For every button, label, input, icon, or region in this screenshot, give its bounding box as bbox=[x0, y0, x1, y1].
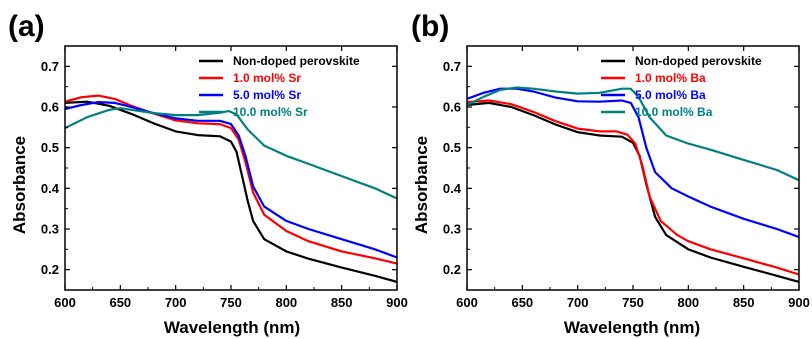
series-group bbox=[467, 86, 799, 283]
legend-label: 5.0 mol% Ba bbox=[635, 88, 706, 102]
panel-b: (b) 600 650 700 750 800 850 900 0.2 0.3 0.4 0.5 0.6… bbox=[411, 10, 810, 337]
y-axis-title: Absorbance bbox=[412, 136, 431, 234]
x-tick-label: 600 bbox=[456, 295, 478, 310]
x-tick-label: 800 bbox=[275, 295, 297, 310]
x-tick-label: 850 bbox=[331, 295, 353, 310]
y-tick-label: 0.5 bbox=[443, 140, 461, 155]
plot-frame bbox=[466, 45, 800, 291]
series-line-1 bbox=[467, 99, 799, 276]
y-tick-label: 0.2 bbox=[41, 262, 59, 277]
series-line-2 bbox=[467, 87, 799, 239]
x-tick-label: 700 bbox=[567, 295, 589, 310]
y-tick-label: 0.3 bbox=[443, 222, 461, 237]
plot-area: 600 650 700 750 800 850 900 0.2 0.3 0.4 0.5 0.6 0.7 N… bbox=[443, 45, 810, 310]
x-tick-label: 600 bbox=[54, 295, 76, 310]
panel-a: (a) 600 650 700 750 800 850 900 0.2 0.3 0.4 0.5 0.6… bbox=[8, 10, 408, 337]
series-line-1 bbox=[65, 94, 397, 265]
legend: Non-doped perovskite 1.0 mol% Ba 5.0 mol% … bbox=[601, 54, 762, 119]
y-tick-label: 0.3 bbox=[41, 222, 59, 237]
legend-label: 10.0 mol% Sr bbox=[233, 105, 308, 119]
legend-label: Non-doped perovskite bbox=[635, 54, 762, 68]
legend: Non-doped perovskite 1.0 mol% Sr 5.0 mol% … bbox=[199, 54, 360, 119]
x-tick-label: 700 bbox=[165, 295, 187, 310]
x-tick-label: 650 bbox=[109, 295, 131, 310]
series-line-0 bbox=[467, 101, 799, 283]
x-tick-label: 750 bbox=[622, 295, 644, 310]
y-tick-label: 0.5 bbox=[41, 140, 59, 155]
series-line-3 bbox=[65, 107, 397, 200]
legend-label: 1.0 mol% Ba bbox=[635, 71, 706, 85]
y-tick-label: 0.2 bbox=[443, 262, 461, 277]
legend-label: 1.0 mol% Sr bbox=[233, 71, 301, 85]
y-axis-title: Absorbance bbox=[10, 136, 29, 234]
x-axis-title: Wavelength (nm) bbox=[164, 318, 300, 337]
x-tick-label: 650 bbox=[511, 295, 533, 310]
series-group bbox=[65, 94, 397, 283]
plot-area: 600 650 700 750 800 850 900 0.2 0.3 0.4 0.5 0.6 0.7 N… bbox=[41, 45, 408, 310]
legend-label: Non-doped perovskite bbox=[233, 54, 360, 68]
x-tick-label: 900 bbox=[386, 295, 408, 310]
y-tick-label: 0.7 bbox=[443, 59, 461, 74]
series-line-0 bbox=[65, 100, 397, 283]
x-axis-title: Wavelength (nm) bbox=[564, 318, 700, 337]
y-tick-label: 0.6 bbox=[41, 100, 59, 115]
x-tick-label: 800 bbox=[677, 295, 699, 310]
x-tick-label: 900 bbox=[788, 295, 810, 310]
y-tick-label: 0.6 bbox=[443, 100, 461, 115]
series-line-2 bbox=[65, 101, 397, 259]
series-line-3 bbox=[467, 86, 799, 182]
panel-label: (b) bbox=[411, 10, 449, 43]
panel-label: (a) bbox=[8, 10, 45, 43]
x-tick-label: 750 bbox=[220, 295, 242, 310]
x-tick-label: 850 bbox=[733, 295, 755, 310]
y-tick-label: 0.4 bbox=[41, 181, 60, 196]
legend-label: 5.0 mol% Sr bbox=[233, 88, 301, 102]
y-tick-label: 0.7 bbox=[41, 59, 59, 74]
y-tick-label: 0.4 bbox=[443, 181, 462, 196]
legend-label: 10.0 mol% Ba bbox=[635, 105, 713, 119]
